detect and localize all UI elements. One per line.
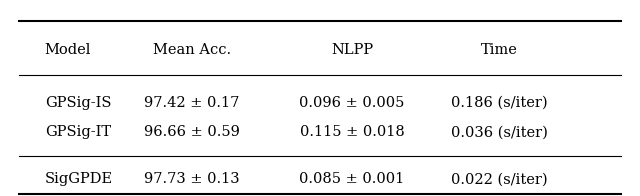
Text: 0.085 ± 0.001: 0.085 ± 0.001: [300, 172, 404, 186]
Text: SigGPDE: SigGPDE: [45, 172, 113, 186]
Text: 96.66 ± 0.59: 96.66 ± 0.59: [144, 125, 240, 139]
Text: 0.115 ± 0.018: 0.115 ± 0.018: [300, 125, 404, 139]
Text: NLPP: NLPP: [331, 43, 373, 57]
Text: 0.022 (s/iter): 0.022 (s/iter): [451, 172, 547, 186]
Text: 0.036 (s/iter): 0.036 (s/iter): [451, 125, 548, 139]
Text: 0.186 (s/iter): 0.186 (s/iter): [451, 96, 547, 110]
Text: GPSig-IT: GPSig-IT: [45, 125, 111, 139]
Text: Mean Acc.: Mean Acc.: [153, 43, 231, 57]
Text: Time: Time: [481, 43, 518, 57]
Text: Model: Model: [45, 43, 91, 57]
Text: GPSig-IS: GPSig-IS: [45, 96, 111, 110]
Text: 97.73 ± 0.13: 97.73 ± 0.13: [144, 172, 240, 186]
Text: 97.42 ± 0.17: 97.42 ± 0.17: [144, 96, 240, 110]
Text: 0.096 ± 0.005: 0.096 ± 0.005: [300, 96, 404, 110]
